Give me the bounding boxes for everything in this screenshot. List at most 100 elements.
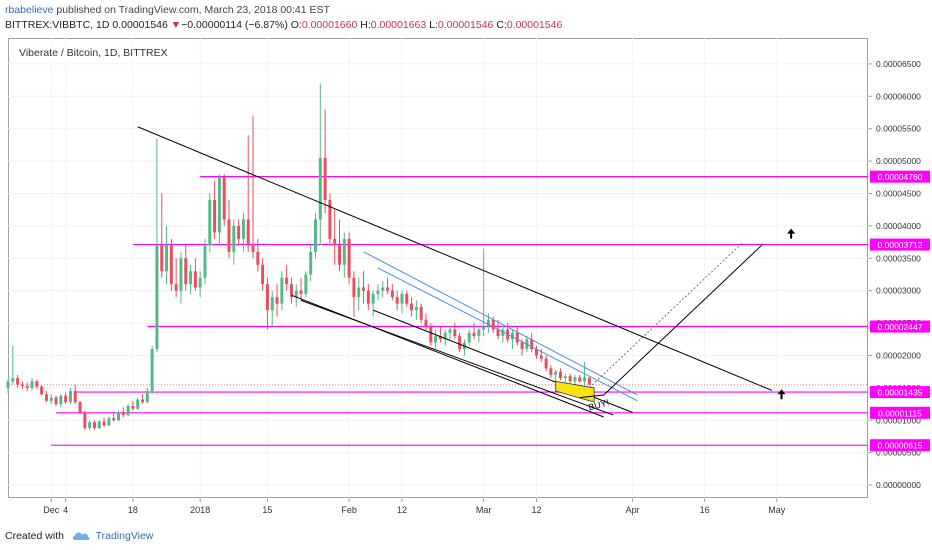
candle-body xyxy=(83,412,87,429)
candle-body xyxy=(92,422,96,429)
price-level-label: 0.00000615 xyxy=(878,441,923,451)
candle-body xyxy=(328,199,332,239)
y-tick-label: 0.00006000 xyxy=(876,91,921,101)
candle-body xyxy=(342,238,346,265)
candle-body xyxy=(112,418,116,421)
candle-body xyxy=(35,381,39,387)
candle-body xyxy=(309,251,313,275)
candle-body xyxy=(501,329,505,337)
candle-body xyxy=(265,284,269,311)
y-tick-label: 0.00005000 xyxy=(876,156,921,166)
candle-body xyxy=(59,395,63,405)
candle-body xyxy=(256,251,260,265)
x-tick-label: 18 xyxy=(128,505,138,515)
candle-body xyxy=(227,219,231,252)
y-tick-label: 0.00004500 xyxy=(876,188,921,198)
price-level-badge xyxy=(870,320,930,333)
high-label: H: xyxy=(360,19,371,31)
x-tick-label: Mar xyxy=(476,505,492,515)
candle-body xyxy=(155,245,159,349)
price-level-badge xyxy=(870,238,930,251)
candle-body xyxy=(563,376,567,379)
candle-body xyxy=(520,342,524,349)
y-tick-label: 0.00000000 xyxy=(876,480,921,490)
open-label: O: xyxy=(290,19,302,31)
candle-body xyxy=(482,326,486,330)
channel-line xyxy=(377,267,638,402)
candle-body xyxy=(179,258,183,291)
candle-body xyxy=(160,245,164,272)
candle-body xyxy=(549,368,553,375)
candle-body xyxy=(40,386,44,395)
candle-body xyxy=(165,245,169,272)
candle-body xyxy=(54,397,58,405)
brand-link[interactable]: TradingView xyxy=(95,530,154,542)
candle-body xyxy=(198,277,202,288)
candle-body xyxy=(438,336,442,340)
chart-title: Viberate / Bitcoin, 1D, BITTREX xyxy=(17,47,170,59)
candle-body xyxy=(299,290,303,294)
x-tick-label: 12 xyxy=(531,505,541,515)
channel-line xyxy=(300,299,614,416)
candle-body xyxy=(251,245,255,252)
price-level-label: 0.00003712 xyxy=(878,240,923,250)
x-tick-label: 4 xyxy=(63,505,68,515)
candle-body xyxy=(304,274,308,294)
x-tick-label: 15 xyxy=(262,505,272,515)
candle-body xyxy=(275,297,279,304)
projection-dotted xyxy=(589,241,744,389)
ohlc-line: BITTREX:VIBBTC, 1D 0.00001546 ▼−0.000001… xyxy=(5,19,562,31)
candle-body xyxy=(539,355,543,359)
candle-body xyxy=(347,238,351,278)
candle-body xyxy=(141,399,145,403)
candle-body xyxy=(150,348,154,392)
x-tick-label: Apr xyxy=(626,505,640,515)
candle-body xyxy=(530,339,534,349)
candle-body xyxy=(405,293,409,304)
chart-pane[interactable] xyxy=(8,38,868,498)
created-with-label: Created with xyxy=(5,530,64,542)
candle-body xyxy=(443,332,447,340)
candle-body xyxy=(313,219,317,252)
x-tick-label: Feb xyxy=(341,505,357,515)
candle-body xyxy=(193,271,197,288)
candle-body xyxy=(323,157,327,200)
price-level-label: 0.00004760 xyxy=(878,172,923,182)
price-level-label: 0.00002447 xyxy=(878,322,923,332)
candle-body xyxy=(491,319,495,330)
y-tick-label: 0.00004000 xyxy=(876,221,921,231)
y-tick-label: 0.00005500 xyxy=(876,124,921,134)
candle-body xyxy=(73,391,77,403)
y-tick-label: 0.00006500 xyxy=(876,59,921,69)
candle-body xyxy=(241,219,245,239)
candle-body xyxy=(270,297,274,311)
candle-body xyxy=(136,399,140,409)
candle-body xyxy=(208,199,212,246)
close-value: 0.00001546 xyxy=(506,19,563,31)
up-arrow-icon xyxy=(787,228,796,239)
candle-body xyxy=(376,290,380,294)
candle-body xyxy=(237,225,241,239)
y-tick-label: 0.00003000 xyxy=(876,286,921,296)
candle-body xyxy=(357,287,361,298)
author-link[interactable]: rbabelieve xyxy=(5,4,54,16)
candle-body xyxy=(390,290,394,298)
x-tick-label: Dec xyxy=(43,505,60,515)
x-tick-label: 12 xyxy=(397,505,407,515)
close-label: C: xyxy=(496,19,507,31)
candle-body xyxy=(448,329,452,333)
candle-body xyxy=(294,290,298,298)
publish-line: rbabelieve published on TradingView.com,… xyxy=(5,4,330,16)
candle-body xyxy=(222,177,226,220)
candle-body xyxy=(381,287,385,291)
candle-body xyxy=(515,332,519,343)
candle-body xyxy=(261,264,265,285)
candle-body xyxy=(410,303,414,311)
candle-body xyxy=(121,412,125,416)
change-value: −0.00000114 (−6.87%) xyxy=(181,19,288,31)
price-level-badge xyxy=(870,386,930,399)
candle-body xyxy=(424,319,428,327)
candle-body xyxy=(145,391,149,403)
y-tick-label: 0.00000500 xyxy=(876,448,921,458)
